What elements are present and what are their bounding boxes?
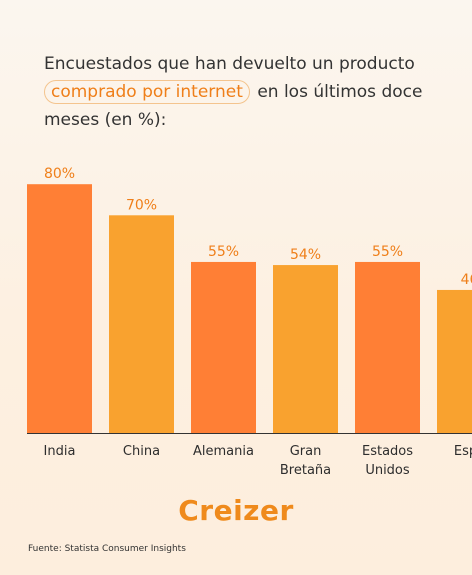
value-label: 70% bbox=[126, 197, 157, 213]
bar-india bbox=[27, 184, 92, 433]
value-label: 46 bbox=[461, 272, 472, 288]
chart-title: Encuestados que han devuelto un producto… bbox=[44, 50, 464, 134]
value-label: 55% bbox=[372, 244, 403, 260]
category-label: Unidos bbox=[365, 463, 410, 478]
category-label: Gran bbox=[290, 444, 322, 459]
bar-china bbox=[109, 215, 174, 433]
title-line-2: comprado por internet en los últimos doc… bbox=[44, 78, 464, 106]
title-highlight: comprado por internet bbox=[44, 80, 250, 104]
brand-logo: Creizer bbox=[178, 494, 294, 527]
category-label: Bretaña bbox=[280, 463, 331, 478]
bar-gran-bretaña bbox=[273, 265, 338, 433]
category-label: Estados bbox=[362, 444, 413, 459]
value-label: 80% bbox=[44, 166, 75, 182]
category-label: China bbox=[123, 444, 160, 459]
category-label: Espa bbox=[454, 444, 472, 459]
source-note: Fuente: Statista Consumer Insights bbox=[28, 544, 186, 554]
value-label: 54% bbox=[290, 247, 321, 263]
title-line-3: meses (en %): bbox=[44, 110, 167, 130]
category-label: India bbox=[44, 444, 76, 459]
title-line-2-rest: en los últimos doce bbox=[257, 82, 423, 102]
title-line-1: Encuestados que han devuelto un producto bbox=[44, 54, 415, 74]
category-label: Alemania bbox=[193, 444, 254, 459]
bar-alemania bbox=[191, 261, 256, 433]
bar-espa bbox=[437, 289, 472, 433]
value-label: 55% bbox=[208, 244, 239, 260]
bar-estados-unidos bbox=[355, 261, 420, 433]
